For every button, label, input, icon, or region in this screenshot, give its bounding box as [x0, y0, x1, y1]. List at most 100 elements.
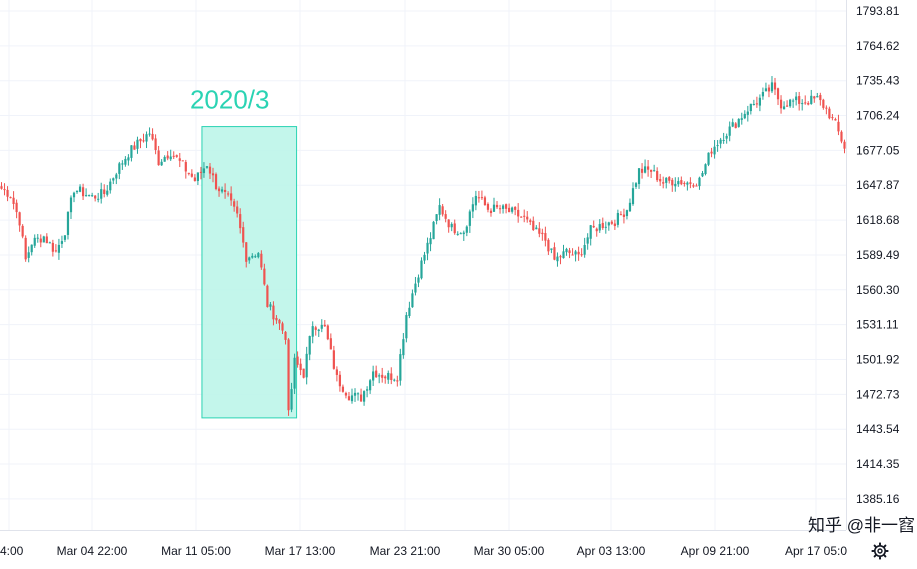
candle-up [48, 242, 51, 244]
candle-up [565, 248, 568, 253]
candle-up [511, 207, 514, 212]
candle-down [39, 238, 42, 243]
candle-down [489, 210, 493, 214]
candle-up [716, 145, 719, 147]
candle-down [178, 158, 181, 161]
candle-down [166, 155, 169, 159]
candle-up [420, 260, 423, 279]
candle-up [57, 244, 61, 253]
candle-up [290, 389, 293, 410]
candle-up [118, 163, 121, 174]
candle-down [668, 177, 671, 181]
candle-up [438, 205, 441, 215]
candle-down [785, 105, 789, 107]
x-tick-label: Apr 09 21:00 [681, 544, 750, 558]
candle-down [172, 155, 175, 157]
candle-up [450, 223, 453, 228]
candle-up [305, 353, 308, 378]
candle-up [701, 173, 704, 177]
candle-up [66, 211, 70, 235]
price-axis[interactable]: 1793.81 1764.62 1735.43 1706.24 1677.05 1647.… [856, 4, 900, 506]
candle-up [795, 96, 798, 101]
candle-up [369, 380, 372, 391]
candle-down [656, 170, 659, 181]
candle-up [725, 135, 728, 139]
candle-down [347, 396, 351, 401]
candle-up [160, 161, 163, 166]
x-tick-label: Mar 17 13:00 [265, 544, 336, 558]
candle-down [245, 242, 248, 262]
candle-up [535, 227, 538, 230]
candle-down [81, 187, 85, 197]
candle-down [441, 206, 444, 215]
candle-up [474, 195, 477, 206]
candle-up [353, 392, 357, 396]
candle-down [190, 173, 193, 177]
candle-up [459, 233, 462, 235]
candle-up [106, 190, 109, 195]
candle-down [779, 99, 783, 109]
x-tick-label: Mar 30 05:00 [474, 544, 545, 558]
candle-down [338, 374, 342, 387]
candle-up [562, 251, 565, 259]
time-axis[interactable]: 4:00 Mar 04 22:00 Mar 11 05:00 Mar 17 13:00… [0, 544, 847, 558]
watermark: 知乎 @非一窞 [808, 516, 915, 535]
candle-up [202, 168, 206, 174]
candle-down [843, 141, 846, 149]
candle-down [813, 96, 816, 99]
y-tick-label: 1706.24 [856, 109, 900, 123]
candle-down [332, 350, 335, 369]
candle-down [710, 151, 713, 154]
candle-up [616, 212, 619, 225]
candle-up [719, 139, 722, 144]
y-tick-label: 1472.73 [856, 387, 900, 401]
candle-up [169, 156, 172, 160]
candle-up [42, 236, 45, 243]
candle-down [335, 369, 338, 375]
candle-up [372, 371, 375, 381]
candle-up [72, 192, 76, 198]
y-tick-label: 1414.35 [856, 457, 900, 471]
candle-down [577, 251, 580, 255]
candle-up [749, 103, 752, 112]
candle-down [613, 223, 616, 227]
candle-down [568, 250, 571, 254]
candle-down [272, 305, 275, 320]
y-tick-label: 1793.81 [856, 4, 900, 18]
candle-down [3, 189, 6, 191]
highlight-box [201, 126, 298, 419]
y-tick-label: 1531.11 [856, 318, 899, 332]
candle-up [196, 172, 199, 181]
candle-up [698, 177, 701, 187]
candle-up [598, 224, 601, 231]
candle-down [526, 216, 529, 220]
candle-down [281, 323, 284, 331]
candle-down [21, 225, 24, 237]
candle-down [302, 368, 305, 378]
candle-down [828, 108, 831, 119]
candle-up [393, 379, 396, 381]
candle-up [758, 97, 761, 106]
candle-down [825, 107, 828, 109]
candle-up [731, 122, 734, 127]
candle-down [142, 140, 145, 142]
candle-up [810, 95, 813, 104]
candle-up [722, 139, 725, 141]
candle-up [414, 283, 417, 293]
candle-down [767, 87, 771, 92]
candle-down [541, 232, 544, 235]
y-tick-label: 1647.87 [856, 178, 900, 192]
candle-up [60, 241, 64, 244]
x-tick-label: Mar 23 21:00 [370, 544, 441, 558]
candle-up [75, 190, 79, 193]
candle-up [429, 238, 432, 245]
settings-button[interactable] [871, 542, 889, 560]
candle-up [115, 174, 118, 179]
candle-up [308, 336, 311, 355]
candle-down [184, 162, 187, 172]
candle-up [589, 225, 592, 239]
candle-up [112, 178, 115, 181]
candle-up [770, 82, 774, 92]
